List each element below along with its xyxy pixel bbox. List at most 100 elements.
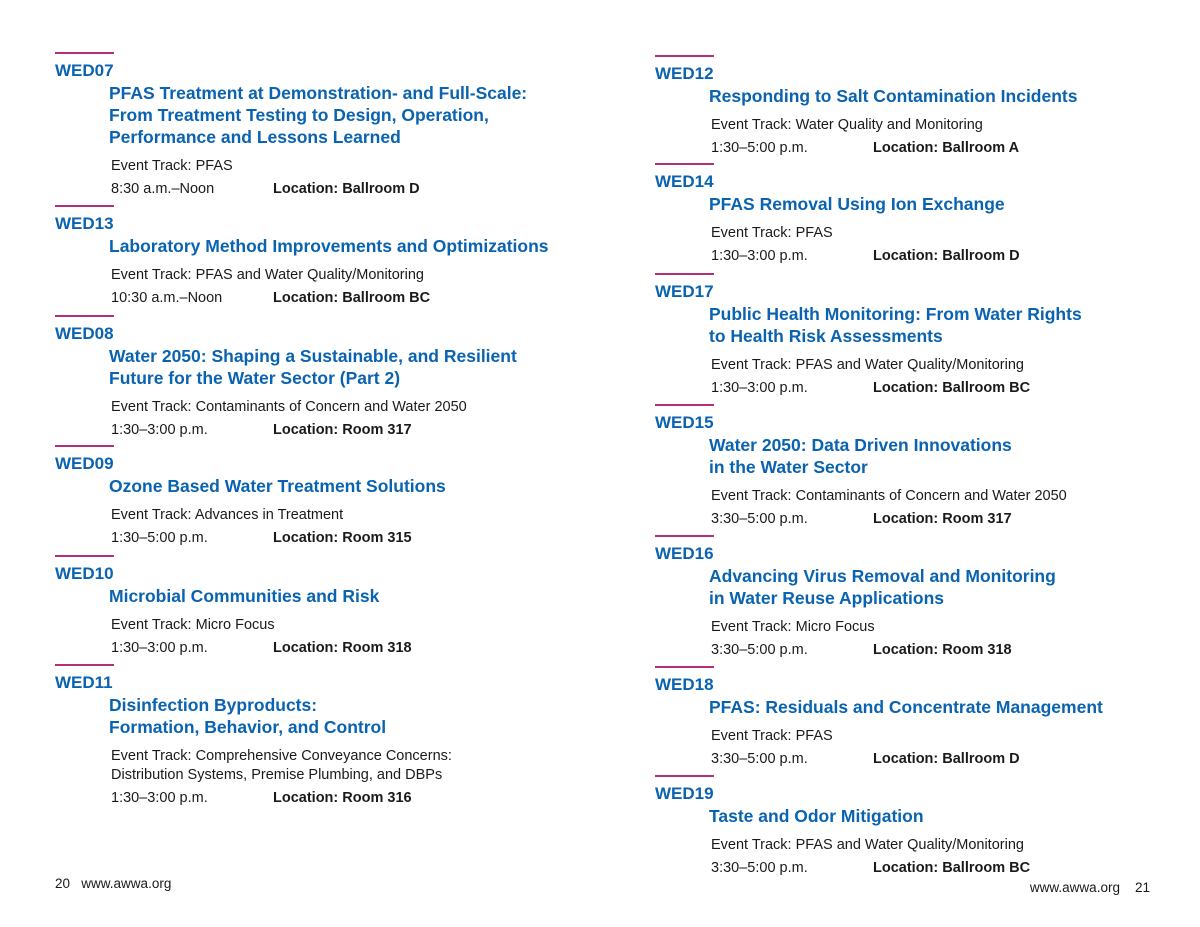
session-location: Location: Room 318 [873, 642, 1012, 658]
session-title: Advancing Virus Removal and Monitoring i… [709, 566, 1056, 608]
session-location: Location: Ballroom D [873, 248, 1020, 264]
session-time: 1:30–3:00 p.m. [111, 640, 208, 656]
time-location-row: 8:30 a.m.–Noon Location: Ballroom D [111, 178, 555, 201]
session-code: WED08 [55, 324, 114, 343]
event-track: Event Track: Micro Focus [711, 619, 875, 635]
event-track: Event Track: Contaminants of Concern and… [111, 399, 467, 415]
session-entry: WED13 Laboratory Method Improvements and … [55, 205, 555, 310]
session-entry: WED15 Water 2050: Data Driven Innovations… [655, 404, 1155, 531]
right-footer: www.awwa.org 21 [1030, 880, 1150, 895]
divider-rule [55, 555, 114, 557]
session-title: Water 2050: Data Driven Innovations in t… [709, 435, 1012, 477]
session-details: Event Track: Comprehensive Conveyance Co… [111, 745, 555, 810]
session-code: WED18 [655, 675, 714, 694]
session-entry: WED19 Taste and Odor Mitigation Event Trac… [655, 775, 1155, 880]
divider-rule [55, 664, 114, 666]
session-title: Microbial Communities and Risk [109, 586, 380, 606]
time-location-row: 3:30–5:00 p.m. Location: Ballroom D [711, 748, 1155, 771]
session-time: 1:30–5:00 p.m. [111, 530, 208, 546]
event-track: Event Track: PFAS and Water Quality/Moni… [711, 837, 1024, 853]
session-details: Event Track: PFAS 3:30–5:00 p.m. Location:… [711, 725, 1155, 771]
divider-rule [655, 404, 714, 406]
session-time: 3:30–5:00 p.m. [711, 860, 808, 876]
event-track: Event Track: PFAS [711, 225, 833, 241]
time-location-row: 1:30–3:00 p.m. Location: Room 318 [111, 637, 555, 660]
time-location-row: 3:30–5:00 p.m. Location: Room 318 [711, 639, 1155, 662]
time-location-row: 1:30–3:00 p.m. Location: Room 317 [111, 419, 555, 442]
session-entry: WED11 Disinfection Byproducts: Formation,… [55, 664, 555, 810]
footer-url: www.awwa.org [81, 876, 172, 891]
divider-rule [655, 775, 714, 777]
time-location-row: 3:30–5:00 p.m. Location: Room 317 [711, 508, 1155, 531]
session-code: WED17 [655, 282, 714, 301]
session-location: Location: Ballroom D [873, 751, 1020, 767]
session-location: Location: Ballroom BC [273, 290, 431, 306]
session-details: Event Track: PFAS 8:30 a.m.–Noon Location:… [111, 155, 555, 201]
session-code: WED15 [655, 413, 714, 432]
event-track: Event Track: PFAS [111, 158, 233, 174]
session-title: Water 2050: Shaping a Sustainable, and R… [109, 346, 517, 388]
page-number: 21 [1134, 880, 1150, 895]
session-details: Event Track: PFAS and Water Quality/Moni… [711, 834, 1155, 880]
event-track: Event Track: Micro Focus [111, 617, 275, 633]
session-location: Location: Room 317 [873, 511, 1012, 527]
time-location-row: 3:30–5:00 p.m. Location: Ballroom BC [711, 857, 1155, 880]
divider-rule [655, 666, 714, 668]
session-details: Event Track: PFAS and Water Quality/Moni… [111, 264, 555, 310]
session-details: Event Track: Contaminants of Concern and… [111, 396, 555, 442]
session-entry: WED10 Microbial Communities and Risk Event… [55, 555, 555, 660]
session-location: Location: Room 318 [273, 640, 412, 656]
session-location: Location: Ballroom BC [873, 380, 1031, 396]
session-code: WED12 [655, 64, 714, 83]
session-time: 8:30 a.m.–Noon [111, 181, 215, 197]
session-entry: WED08 Water 2050: Shaping a Sustainable, … [55, 315, 555, 442]
time-location-row: 1:30–5:00 p.m. Location: Room 315 [111, 527, 555, 550]
session-title: PFAS Removal Using Ion Exchange [709, 194, 1005, 214]
session-title: Laboratory Method Improvements and Optim… [109, 236, 549, 256]
session-title: PFAS Treatment at Demonstration- and Ful… [109, 83, 528, 147]
session-time: 3:30–5:00 p.m. [711, 751, 808, 767]
session-entry: WED14 PFAS Removal Using Ion Exchange Even… [655, 163, 1155, 268]
session-details: Event Track: PFAS 1:30–3:00 p.m. Location:… [711, 222, 1155, 268]
session-code: WED09 [55, 454, 114, 473]
session-title: Taste and Odor Mitigation [709, 806, 924, 826]
session-code: WED16 [655, 544, 714, 563]
time-location-row: 1:30–3:00 p.m. Location: Ballroom BC [711, 377, 1155, 400]
footer-url: www.awwa.org [1029, 880, 1120, 895]
session-time: 1:30–5:00 p.m. [711, 140, 808, 156]
session-time: 1:30–3:00 p.m. [111, 422, 208, 438]
divider-rule [55, 445, 114, 447]
session-entry: WED16 Advancing Virus Removal and Monitor… [655, 535, 1155, 662]
session-time: 3:30–5:00 p.m. [711, 642, 808, 658]
session-time: 3:30–5:00 p.m. [711, 511, 808, 527]
time-location-row: 10:30 a.m.–Noon Location: Ballroom BC [111, 287, 555, 310]
session-title: PFAS: Residuals and Concentrate Manageme… [709, 697, 1103, 717]
event-track: Event Track: PFAS and Water Quality/Moni… [111, 267, 424, 283]
session-time: 1:30–3:00 p.m. [711, 380, 808, 396]
session-location: Location: Room 315 [273, 530, 412, 546]
session-time: 1:30–3:00 p.m. [711, 248, 808, 264]
session-details: Event Track: Micro Focus 3:30–5:00 p.m. Lo… [711, 616, 1155, 662]
session-location: Location: Room 317 [273, 422, 412, 438]
divider-rule [655, 273, 714, 275]
session-code: WED10 [55, 564, 114, 583]
event-track: Event Track: Comprehensive Conveyance Co… [111, 748, 452, 783]
session-time: 1:30–3:00 p.m. [111, 790, 208, 806]
session-location: Location: Ballroom D [273, 181, 420, 197]
session-location: Location: Room 316 [273, 790, 412, 806]
divider-rule [55, 205, 114, 207]
session-entry: WED07 PFAS Treatment at Demonstration- an… [55, 52, 555, 201]
event-track: Event Track: PFAS [711, 728, 833, 744]
session-code: WED07 [55, 61, 114, 80]
session-title: Responding to Salt Contamination Inciden… [709, 86, 1078, 106]
session-entry: WED18 PFAS: Residuals and Concentrate Man… [655, 666, 1155, 771]
session-code: WED11 [55, 673, 113, 692]
divider-rule [655, 535, 714, 537]
event-track: Event Track: Contaminants of Concern and… [711, 488, 1067, 504]
session-entry: WED09 Ozone Based Water Treatment Solutio… [55, 445, 555, 550]
divider-rule [55, 52, 114, 54]
time-location-row: 1:30–3:00 p.m. Location: Ballroom D [711, 245, 1155, 268]
session-location: Location: Ballroom BC [873, 860, 1031, 876]
session-title: Disinfection Byproducts: Formation, Beha… [109, 695, 387, 737]
session-entry: WED17 Public Health Monitoring: From Wate… [655, 273, 1155, 400]
